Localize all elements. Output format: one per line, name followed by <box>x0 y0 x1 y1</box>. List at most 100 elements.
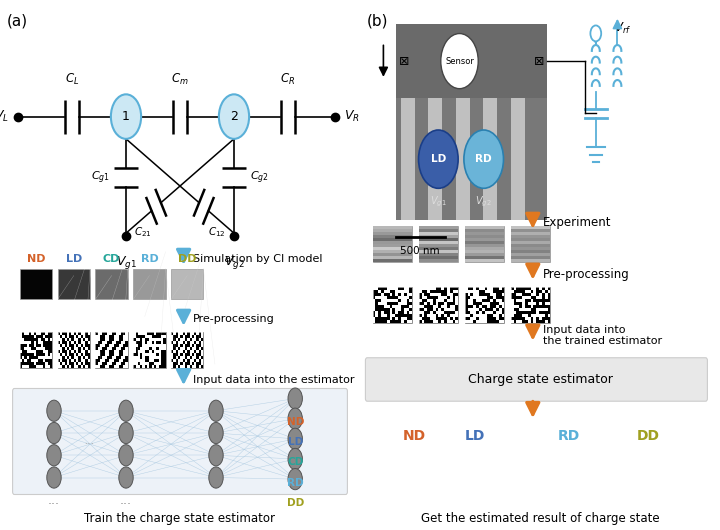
FancyBboxPatch shape <box>513 305 516 308</box>
FancyBboxPatch shape <box>395 299 398 302</box>
FancyBboxPatch shape <box>109 332 112 335</box>
FancyBboxPatch shape <box>513 287 516 290</box>
FancyBboxPatch shape <box>185 332 187 335</box>
FancyBboxPatch shape <box>516 293 519 296</box>
FancyBboxPatch shape <box>396 24 547 220</box>
FancyBboxPatch shape <box>183 347 185 350</box>
FancyBboxPatch shape <box>152 344 154 347</box>
FancyBboxPatch shape <box>178 341 180 344</box>
FancyBboxPatch shape <box>125 335 128 338</box>
FancyBboxPatch shape <box>392 299 395 302</box>
FancyBboxPatch shape <box>114 350 116 354</box>
FancyBboxPatch shape <box>189 354 192 356</box>
FancyBboxPatch shape <box>98 332 100 335</box>
FancyBboxPatch shape <box>78 363 81 365</box>
FancyBboxPatch shape <box>116 350 119 354</box>
FancyBboxPatch shape <box>419 299 421 302</box>
FancyBboxPatch shape <box>487 290 490 293</box>
FancyBboxPatch shape <box>40 347 43 350</box>
FancyBboxPatch shape <box>78 344 81 347</box>
FancyBboxPatch shape <box>171 269 204 299</box>
FancyBboxPatch shape <box>473 287 476 290</box>
FancyBboxPatch shape <box>384 290 387 293</box>
FancyBboxPatch shape <box>407 320 410 323</box>
FancyBboxPatch shape <box>104 335 107 338</box>
FancyBboxPatch shape <box>392 314 395 317</box>
FancyBboxPatch shape <box>83 344 86 347</box>
FancyBboxPatch shape <box>511 290 513 293</box>
FancyBboxPatch shape <box>95 332 128 368</box>
FancyBboxPatch shape <box>450 299 453 302</box>
FancyBboxPatch shape <box>154 341 156 344</box>
FancyBboxPatch shape <box>36 347 38 350</box>
FancyBboxPatch shape <box>473 290 476 293</box>
Text: Experiment: Experiment <box>543 216 611 229</box>
FancyBboxPatch shape <box>192 332 194 335</box>
FancyBboxPatch shape <box>511 253 550 257</box>
Text: $V_{g2}$: $V_{g2}$ <box>475 195 492 209</box>
FancyBboxPatch shape <box>161 338 163 341</box>
FancyBboxPatch shape <box>522 296 525 299</box>
FancyBboxPatch shape <box>456 296 458 299</box>
FancyBboxPatch shape <box>40 365 43 368</box>
FancyBboxPatch shape <box>20 359 22 363</box>
FancyBboxPatch shape <box>384 305 387 308</box>
FancyBboxPatch shape <box>194 356 197 359</box>
FancyBboxPatch shape <box>453 314 456 317</box>
FancyBboxPatch shape <box>123 338 125 341</box>
FancyBboxPatch shape <box>496 299 499 302</box>
FancyBboxPatch shape <box>62 344 65 347</box>
FancyBboxPatch shape <box>407 293 410 296</box>
Text: Charge state estimator: Charge state estimator <box>467 373 613 386</box>
FancyBboxPatch shape <box>107 332 109 335</box>
Text: $V_L$: $V_L$ <box>0 109 9 124</box>
FancyBboxPatch shape <box>485 290 487 293</box>
FancyBboxPatch shape <box>395 293 398 296</box>
FancyBboxPatch shape <box>373 320 375 323</box>
Text: Simulation by CI model: Simulation by CI model <box>193 254 322 263</box>
FancyBboxPatch shape <box>476 293 479 296</box>
FancyBboxPatch shape <box>125 350 128 354</box>
FancyBboxPatch shape <box>197 359 199 363</box>
FancyBboxPatch shape <box>433 308 436 311</box>
FancyBboxPatch shape <box>456 99 469 220</box>
FancyBboxPatch shape <box>531 314 534 317</box>
FancyBboxPatch shape <box>121 344 123 347</box>
FancyBboxPatch shape <box>176 338 178 341</box>
FancyBboxPatch shape <box>482 296 485 299</box>
FancyBboxPatch shape <box>516 299 519 302</box>
FancyBboxPatch shape <box>74 363 76 365</box>
FancyBboxPatch shape <box>450 314 453 317</box>
FancyBboxPatch shape <box>390 311 392 314</box>
Text: $C_L$: $C_L$ <box>65 73 79 87</box>
FancyBboxPatch shape <box>76 350 78 354</box>
FancyBboxPatch shape <box>398 308 401 311</box>
FancyBboxPatch shape <box>375 296 378 299</box>
FancyBboxPatch shape <box>490 290 493 293</box>
FancyBboxPatch shape <box>390 293 392 296</box>
FancyBboxPatch shape <box>473 293 476 296</box>
FancyBboxPatch shape <box>109 359 112 363</box>
FancyBboxPatch shape <box>192 341 194 344</box>
FancyBboxPatch shape <box>419 229 458 232</box>
FancyBboxPatch shape <box>154 332 156 335</box>
FancyBboxPatch shape <box>119 332 121 335</box>
FancyBboxPatch shape <box>38 338 40 341</box>
FancyBboxPatch shape <box>158 350 161 354</box>
FancyBboxPatch shape <box>384 296 387 299</box>
FancyBboxPatch shape <box>465 287 504 323</box>
FancyBboxPatch shape <box>384 299 387 302</box>
FancyBboxPatch shape <box>107 354 109 356</box>
FancyBboxPatch shape <box>71 359 74 363</box>
FancyBboxPatch shape <box>178 354 180 356</box>
FancyBboxPatch shape <box>135 363 138 365</box>
FancyBboxPatch shape <box>511 250 550 253</box>
FancyBboxPatch shape <box>419 241 458 244</box>
FancyBboxPatch shape <box>419 290 421 293</box>
FancyBboxPatch shape <box>125 365 128 368</box>
FancyBboxPatch shape <box>189 332 192 335</box>
FancyBboxPatch shape <box>154 344 156 347</box>
FancyBboxPatch shape <box>433 314 436 317</box>
FancyBboxPatch shape <box>180 359 183 363</box>
Text: 1: 1 <box>122 110 130 123</box>
